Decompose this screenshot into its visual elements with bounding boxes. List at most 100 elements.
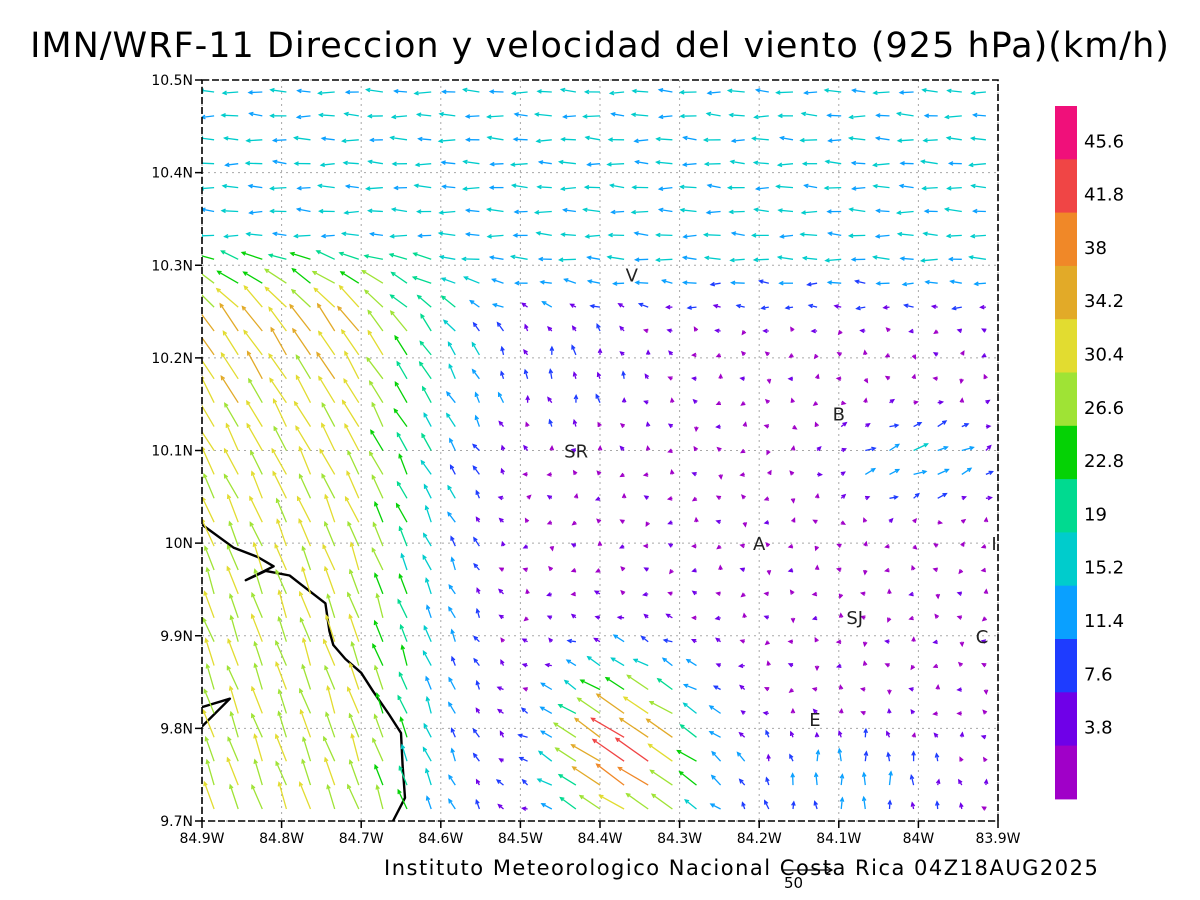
wind-vector — [220, 351, 239, 380]
wind-vector — [422, 554, 432, 571]
wind-vector — [349, 541, 360, 571]
wind-vector — [800, 210, 818, 215]
wind-vector — [710, 774, 722, 786]
x-tick-label: 84.8W — [259, 831, 304, 847]
wind-vector — [326, 684, 336, 714]
wind-vector — [393, 407, 408, 427]
colorbar-swatch — [1055, 639, 1077, 693]
wind-vector — [536, 184, 552, 190]
wind-vector — [937, 468, 950, 475]
wind-vector — [631, 88, 649, 94]
wind-vector — [500, 444, 506, 451]
wind-vector — [959, 756, 964, 762]
wind-vector — [475, 778, 481, 786]
wind-vector — [863, 378, 869, 384]
wind-vector — [741, 801, 746, 810]
wind-vector — [498, 517, 504, 523]
wind-vector — [202, 708, 215, 738]
wind-vector — [619, 325, 625, 332]
wind-vector — [668, 569, 674, 575]
wind-vector — [597, 445, 603, 451]
wind-vector — [662, 638, 673, 644]
wind-vector — [486, 135, 504, 141]
wind-vector — [766, 450, 771, 456]
wind-vector — [296, 88, 311, 94]
wind-vector — [413, 183, 432, 189]
wind-vector — [924, 279, 938, 285]
x-tick-label: 84.6W — [418, 831, 463, 847]
wind-vector — [296, 495, 312, 523]
wind-vector — [301, 758, 312, 786]
wind-vector — [970, 90, 986, 96]
wind-vector — [389, 310, 408, 332]
wind-vector — [582, 114, 601, 119]
wind-vector — [275, 760, 287, 786]
wind-vector — [833, 304, 842, 309]
wind-vector — [291, 267, 311, 284]
wind-vector — [657, 87, 673, 93]
wind-vector — [800, 111, 818, 117]
wind-vector — [522, 544, 528, 549]
wind-vector — [875, 281, 890, 286]
colorbar-swatch — [1055, 372, 1077, 427]
wind-vector — [395, 502, 408, 523]
wind-vector — [341, 399, 360, 427]
wind-vector — [690, 639, 697, 644]
wind-vector — [863, 727, 869, 738]
wind-vector — [594, 615, 601, 620]
wind-vector — [666, 496, 673, 501]
wind-vector — [691, 496, 698, 502]
wind-vector — [711, 750, 722, 762]
wind-vector — [365, 87, 383, 93]
wind-vector — [901, 281, 914, 287]
wind-vector — [499, 730, 505, 738]
wind-vector — [835, 376, 842, 382]
wind-vector — [944, 114, 962, 120]
wind-vector — [557, 773, 577, 786]
wind-vector — [835, 639, 842, 645]
wind-vector — [814, 564, 820, 571]
wind-vector — [642, 591, 649, 597]
wind-vector — [970, 183, 986, 189]
wind-vector — [251, 784, 263, 810]
wind-vector — [957, 661, 964, 667]
wind-vector — [299, 616, 312, 642]
wind-vector — [884, 567, 890, 573]
wind-vector — [888, 770, 893, 786]
wind-vector — [296, 185, 311, 191]
wind-vector — [225, 422, 239, 451]
wind-vector — [388, 253, 408, 260]
wind-vector — [640, 635, 649, 643]
wind-vector — [959, 378, 964, 385]
wind-vector — [295, 207, 311, 213]
wind-vector — [983, 373, 988, 380]
wind-vector — [537, 750, 553, 762]
wind-vector — [790, 772, 795, 786]
wind-vector — [595, 693, 625, 714]
wind-vector — [420, 459, 432, 475]
wind-vector — [960, 350, 965, 356]
wind-vector — [560, 137, 576, 142]
wind-vector — [424, 767, 432, 786]
wind-vector — [703, 161, 721, 167]
wind-vector — [463, 276, 480, 284]
wind-vector — [728, 112, 745, 118]
wind-vector — [412, 252, 432, 260]
wind-vector — [956, 615, 963, 620]
wind-vector — [912, 517, 918, 524]
city-labels: V SR B A SJ C E I — [564, 266, 997, 732]
wind-vector — [838, 729, 843, 738]
wind-vector — [702, 137, 721, 143]
wind-vector — [246, 422, 263, 451]
wind-vector — [498, 614, 504, 620]
wind-vector — [344, 422, 360, 451]
wind-vector — [932, 639, 938, 645]
wind-vector — [440, 160, 456, 165]
wind-vector — [589, 303, 601, 309]
wind-vector — [301, 566, 312, 595]
wind-vector — [763, 424, 770, 429]
wind-vector — [596, 470, 602, 476]
wind-vector — [630, 209, 649, 215]
wind-vector — [540, 682, 553, 691]
wind-vector — [317, 112, 335, 118]
